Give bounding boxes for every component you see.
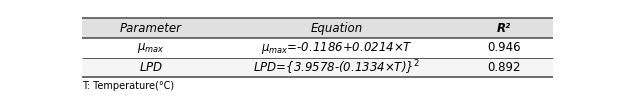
- Text: $\mu_{max}$=-0.1186+0.0214×T: $\mu_{max}$=-0.1186+0.0214×T: [260, 40, 412, 56]
- Text: $\mu_{max}$: $\mu_{max}$: [137, 41, 164, 55]
- Text: 0.892: 0.892: [487, 61, 521, 74]
- Text: 0.946: 0.946: [487, 41, 521, 54]
- Bar: [82, 58, 553, 77]
- Text: Equation: Equation: [311, 22, 363, 35]
- Text: R²: R²: [497, 22, 511, 35]
- Text: $LPD$={3.9578-(0.1334×T)}$^2$: $LPD$={3.9578-(0.1334×T)}$^2$: [253, 58, 420, 77]
- Bar: [82, 38, 553, 58]
- Text: $LPD$: $LPD$: [138, 61, 162, 74]
- Bar: [82, 18, 553, 38]
- Text: T: Temperature(°C): T: Temperature(°C): [82, 81, 174, 91]
- Text: Parameter: Parameter: [120, 22, 182, 35]
